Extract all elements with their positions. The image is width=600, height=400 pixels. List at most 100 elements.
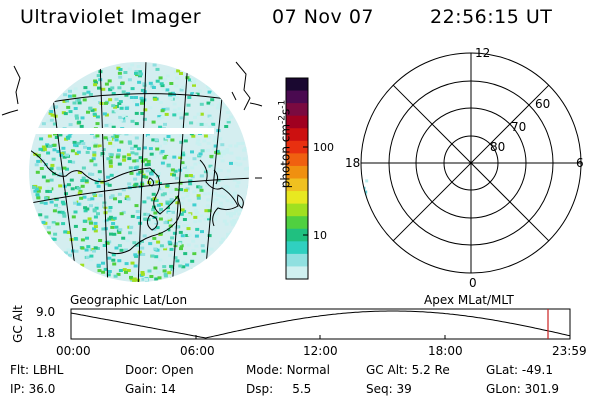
emission-pixel [163,230,168,234]
emission-pixel [165,202,170,206]
emission-pixel [173,169,178,173]
emission-pixel [133,177,138,181]
emission-pixel [91,141,96,145]
emission-pixel [167,212,172,215]
emission-pixel [207,234,212,238]
emission-pixel [52,237,57,241]
emission-pixel [106,273,111,277]
emission-pixel [207,217,211,221]
emission-pixel [207,125,212,129]
emission-pixel [158,125,163,129]
emission-pixel [41,175,46,179]
emission-pixel [186,156,191,160]
emission-pixel [186,243,191,247]
emission-pixel [195,92,200,96]
emission-pixel [73,201,77,205]
emission-pixel [104,82,109,86]
polar-emission-pixel [355,208,358,211]
colorbar-band [286,178,308,192]
status-mode: Mode: Normal [246,363,330,377]
latitude-line [249,102,263,107]
emission-pixel [112,216,117,220]
emission-pixel [49,178,54,182]
emission-pixel [56,166,61,170]
emission-pixel [138,252,143,256]
emission-pixel [109,173,114,177]
unit-exponent-2: -1 [277,99,288,109]
emission-pixel [97,86,101,90]
emission-pixel [166,156,171,159]
timeline-frame [70,308,571,340]
emission-pixel [203,123,208,127]
emission-pixel [52,209,57,213]
emission-pixel [188,179,193,183]
emission-pixel [97,269,102,273]
emission-pixel [156,240,161,244]
emission-pixel [91,157,96,161]
emission-pixel [163,228,168,232]
emission-pixel [172,269,177,273]
emission-pixel [51,221,56,225]
emission-pixel [166,228,171,232]
emission-pixel [188,174,193,177]
timeline-xtick: 18:00 [428,344,463,358]
emission-pixel [180,234,185,238]
instrument-title: Ultraviolet Imager [20,6,202,28]
emission-pixel [88,172,92,176]
emission-pixel [154,198,159,202]
emission-pixel [124,93,129,97]
emission-pixel [64,251,68,255]
status-glat: GLat: -49.1 [486,363,553,377]
emission-pixel [191,134,196,138]
mlat-label-70: 70 [511,120,527,134]
mlt-label-0: 0 [469,276,477,290]
mlt-label-18: 18 [345,156,361,170]
emission-pixel [75,116,79,120]
emission-pixel [52,148,57,152]
emission-pixel [80,179,85,183]
emission-pixel [121,132,126,136]
emission-pixel [229,211,234,215]
emission-pixel [115,155,120,159]
emission-pixel [210,103,215,107]
emission-pixel [222,195,227,199]
emission-pixel [138,156,143,160]
emission-pixel [127,67,132,71]
emission-pixel [132,277,137,281]
emission-pixel [176,69,181,73]
emission-pixel [72,101,77,105]
emission-pixel [155,226,160,230]
emission-pixel [145,169,150,173]
emission-pixel [185,234,190,237]
emission-pixel [117,259,122,263]
emission-pixel [136,147,141,151]
emission-pixel [158,79,163,83]
emission-pixel [110,86,115,90]
emission-pixel [89,204,93,208]
emission-pixel [137,70,142,74]
emission-pixel [184,174,189,178]
emission-pixel [200,230,204,234]
emission-pixel [185,263,190,267]
emission-pixel [179,72,183,75]
emission-pixel [195,227,200,231]
polar-emission-pixel [355,195,358,198]
emission-pixel [117,244,122,248]
emission-pixel [93,81,98,85]
emission-pixel [114,97,119,101]
emission-pixel [175,95,179,99]
emission-pixel [203,173,208,177]
emission-pixel [205,215,210,219]
emission-pixel [82,92,87,96]
polar-emission-pixel [353,191,356,194]
emission-pixel [49,118,54,122]
emission-pixel [175,259,180,263]
emission-pixel [162,245,167,249]
colorbar-frame [285,77,309,280]
emission-pixel [75,243,80,247]
emission-pixel [242,157,247,161]
emission-pixel [183,139,188,143]
emission-pixel [102,201,107,205]
emission-pixel [134,159,139,163]
emission-pixel [140,99,145,103]
